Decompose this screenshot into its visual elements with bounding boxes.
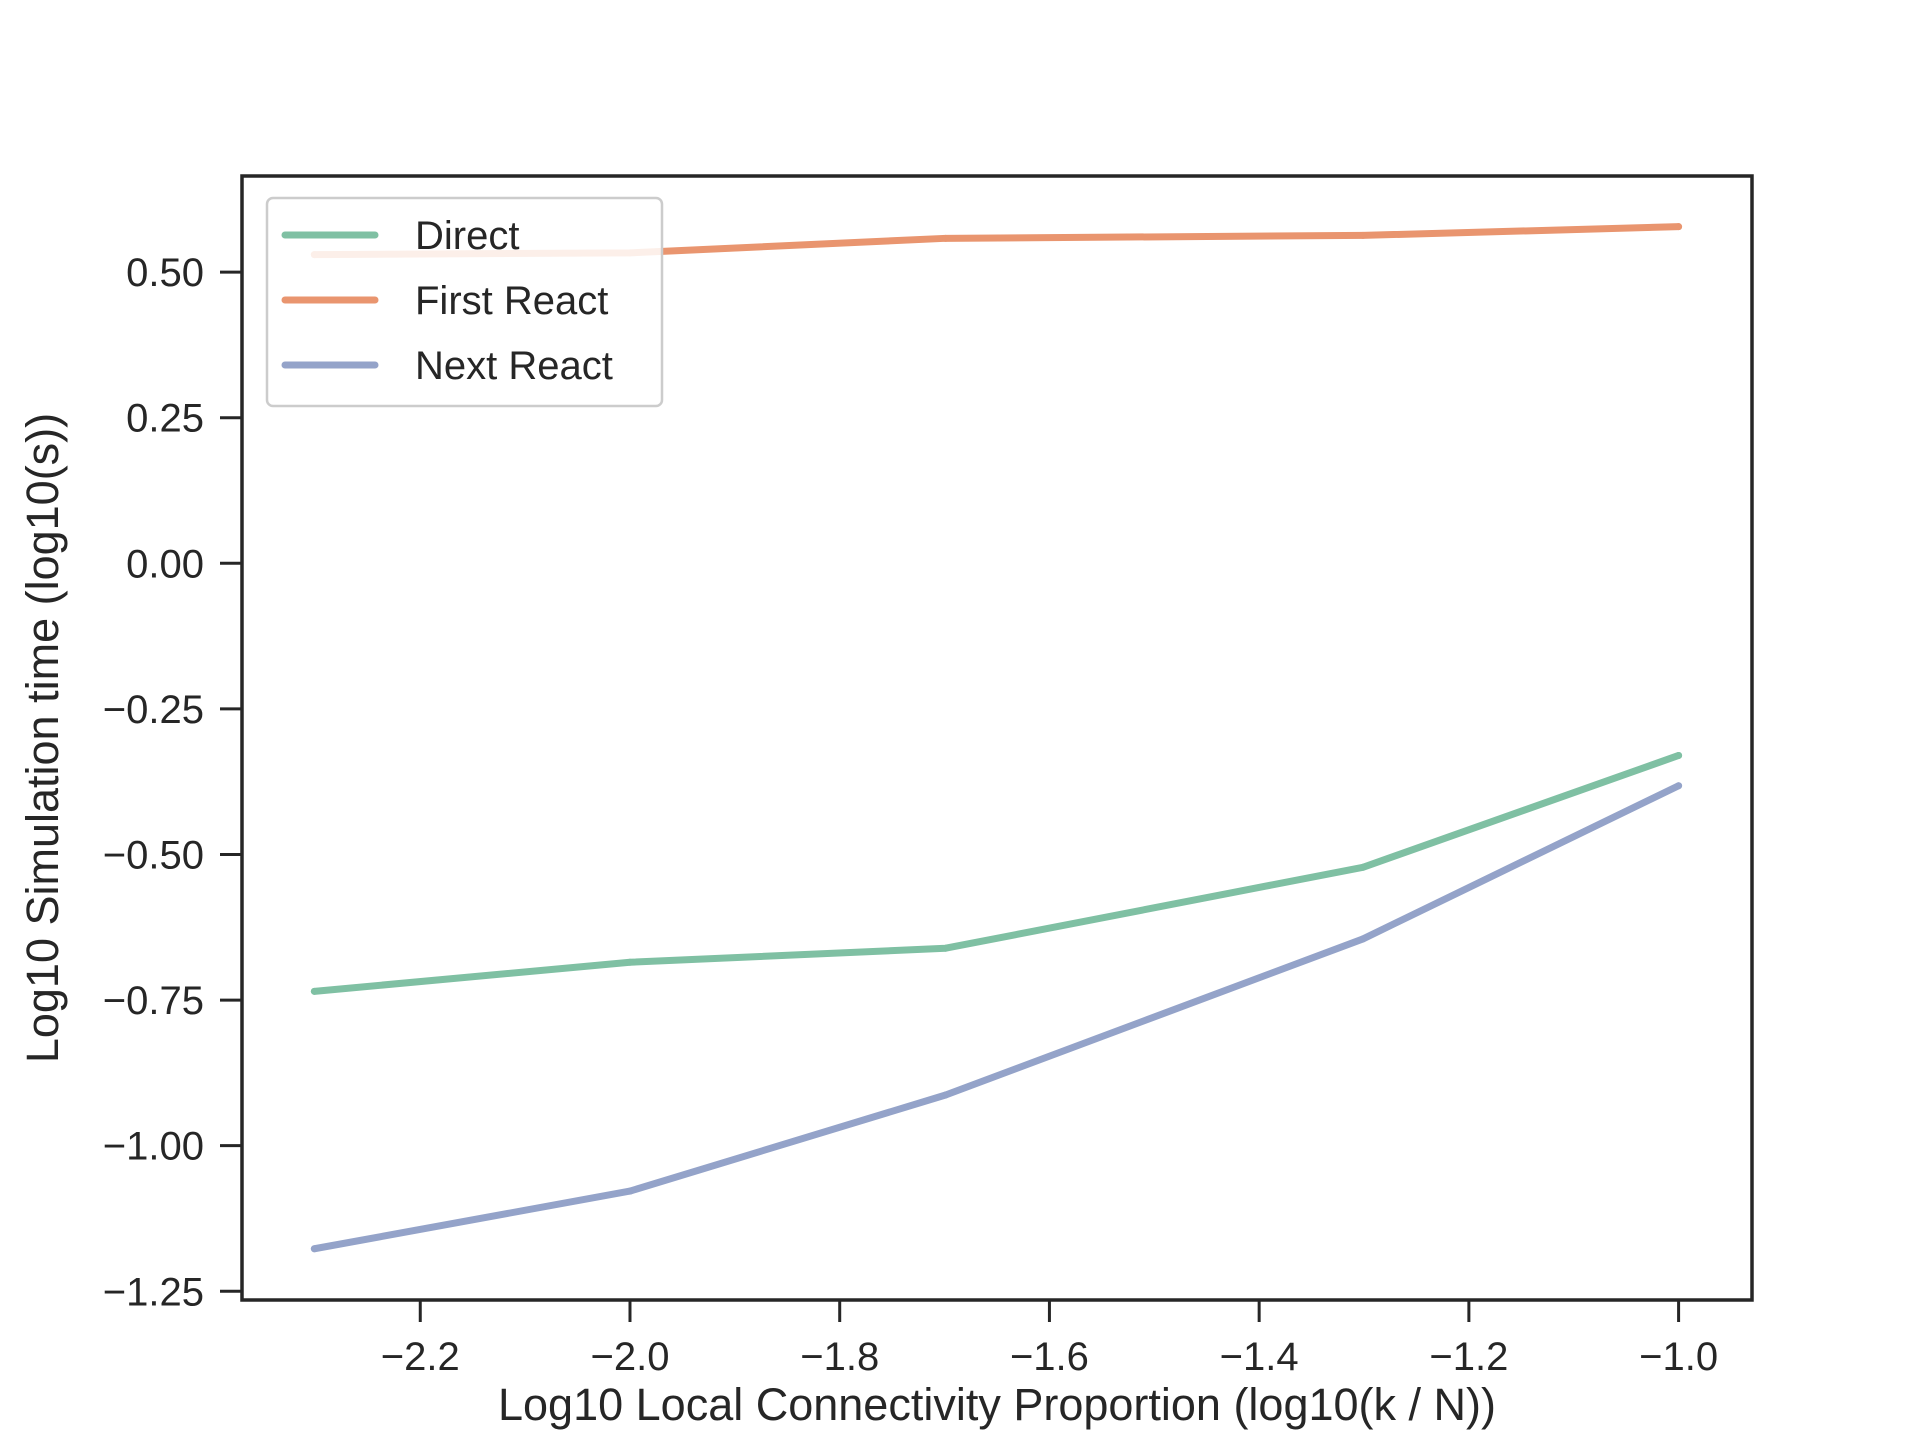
data-point [942,234,950,242]
data-point [1359,231,1367,239]
data-point [1675,751,1683,759]
y-tick-label: −1.25 [103,1270,204,1314]
x-tick-label: −1.0 [1639,1335,1718,1379]
y-axis-label: Log10 Simulation time (log10(s)) [17,413,68,1063]
x-tick-label: −1.4 [1220,1335,1299,1379]
y-tick-label: −0.75 [103,979,204,1023]
x-tick-label: −1.6 [1010,1335,1089,1379]
y-tick-label: −0.25 [103,688,204,732]
data-point [310,987,318,995]
data-point [1675,223,1683,231]
data-point [1675,782,1683,790]
x-tick-label: −2.0 [591,1335,670,1379]
data-point [942,944,950,952]
y-tick-label: −1.00 [103,1125,204,1169]
y-tick-label: −0.50 [103,833,204,877]
data-point [1359,935,1367,943]
data-point [626,1187,634,1195]
legend-box [265,196,664,408]
legend: Direct First React Next React [265,196,664,408]
y-axis-ticks: 0.50 0.25 0.00 −0.25 −0.50 −0.75 −1.00 −1.25 [103,251,242,1314]
x-axis-ticks: −2.2 −2.0 −1.8 −1.6 −1.4 −1.2 −1.0 [381,1300,1718,1379]
y-tick-label: 0.00 [126,542,204,586]
y-tick-label: 0.25 [126,397,204,441]
x-tick-label: −1.8 [800,1335,879,1379]
data-point [942,1091,950,1099]
x-axis-label: Log10 Local Connectivity Proportion (log… [498,1379,1496,1430]
data-point [626,958,634,966]
legend-label: Next React [415,344,613,388]
data-point [310,1245,318,1253]
legend-label: First React [415,279,608,323]
x-tick-label: −1.2 [1429,1335,1508,1379]
plot-frame [240,174,1754,1302]
data-point [1359,863,1367,871]
legend-label: Direct [415,214,519,258]
y-tick-label: 0.50 [126,251,204,295]
x-tick-label: −2.2 [381,1335,460,1379]
